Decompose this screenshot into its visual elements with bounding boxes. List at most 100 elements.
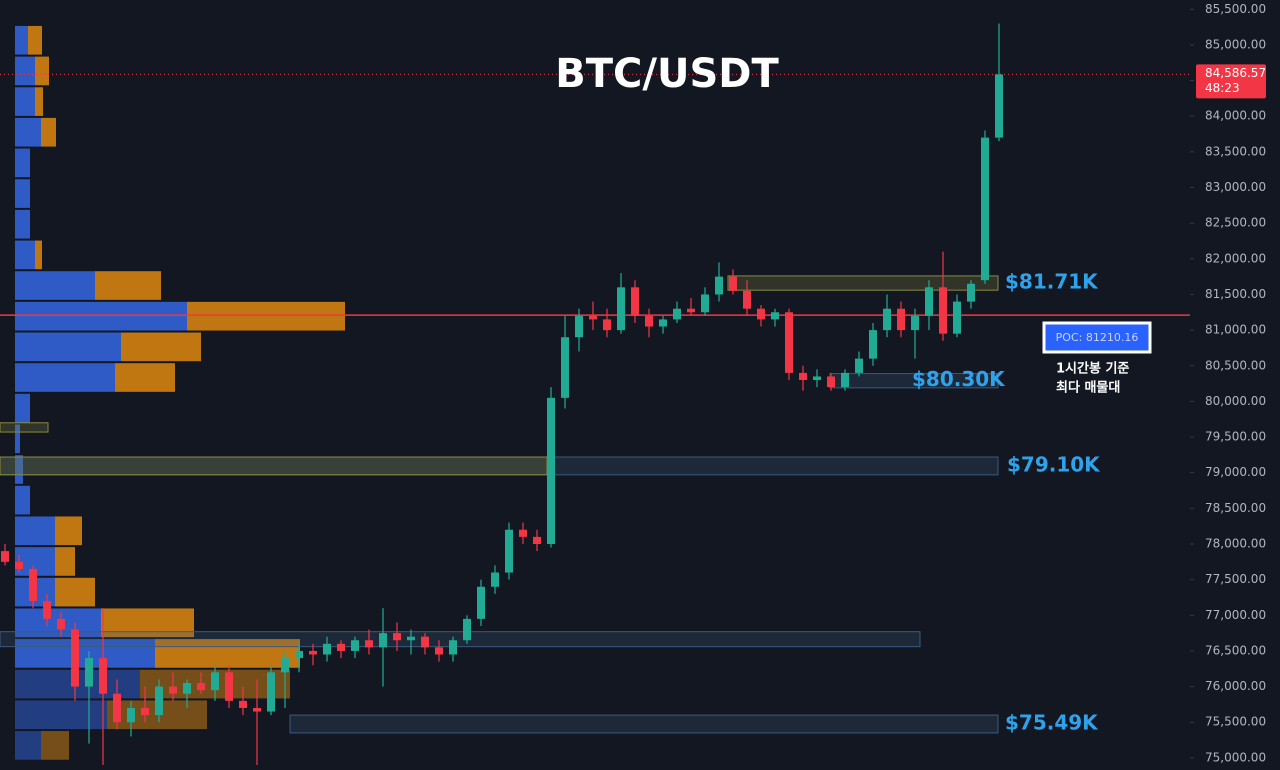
y-tick-label: 79,000.00 [1205,465,1266,479]
volume-profile-up [15,332,121,362]
candle-body [1,551,9,562]
candle-body [981,137,989,281]
chart-title: BTC/USDT [555,51,779,97]
y-tick-label: 83,500.00 [1205,144,1266,158]
candle-body [561,337,569,398]
candle-body [953,301,961,334]
candle-body [365,640,373,648]
candle-body [309,650,317,655]
zone-label: $81.71K [1005,270,1099,294]
candle-body [645,315,653,327]
candle-body [43,601,51,619]
candle-body [211,672,219,691]
y-tick-label: 79,500.00 [1205,430,1266,444]
candle-body [687,308,695,313]
y-tick-label: 76,500.00 [1205,643,1266,657]
volume-profile-up [15,25,28,55]
volume-profile-down [95,271,161,300]
candle-body [29,568,37,602]
candle-body [421,636,429,648]
candle-body [449,640,457,655]
volume-profile-down [121,332,201,362]
poc-label: POC: 81210.16 [1056,331,1139,344]
candle-body [715,276,723,295]
volume-profile-down [41,731,69,760]
volume-profile-down [115,363,175,392]
candle-body [267,672,275,712]
volume-profile-down [35,240,42,270]
candle-body [113,693,121,723]
candle-body [463,618,471,641]
price-zone [727,275,999,291]
price-zone [0,456,548,476]
price-zone [0,631,921,648]
volume-profile-up [15,516,55,546]
candle-body [631,287,639,316]
candle-body [603,319,611,331]
candle-body [351,640,359,651]
candle-body [323,643,331,655]
y-tick-label: 78,000.00 [1205,536,1266,550]
candle-body [393,633,401,641]
volume-profile-down [155,639,300,668]
y-tick-label: 80,500.00 [1205,358,1266,372]
candle-body [673,308,681,320]
zone-label: $75.49K [1005,711,1099,735]
poc-box [1042,321,1152,354]
y-tick-label: 84,000.00 [1205,109,1266,123]
candle-body [337,643,345,651]
candle-body [827,376,835,388]
candle-body [183,683,191,694]
candle-body [743,290,751,309]
volume-profile-up [15,148,30,178]
volume-profile-down [187,301,345,331]
volume-profile-down [55,577,95,607]
volume-profile-up [15,393,30,423]
volume-profile-up [15,271,95,300]
volume-profile-up [15,179,30,208]
candle-body [617,287,625,331]
volume-profile-up [15,301,187,331]
candle-body [71,629,79,687]
candle-body [729,276,737,291]
candle-body [701,294,709,313]
candle-body [169,686,177,694]
candle-body [141,707,149,716]
price-tag-countdown: 48:23 [1205,81,1240,95]
volume-profile-up [15,363,115,392]
y-tick-label: 77,500.00 [1205,572,1266,586]
volume-profile-down [55,547,75,576]
candle-body [841,372,849,388]
y-tick-label: 75,000.00 [1205,750,1266,764]
candle-body [225,672,233,701]
candle-body [127,707,135,723]
volume-profile-down [28,25,42,55]
candle-body [519,529,527,537]
candle-body [197,683,205,691]
zone-label: $80.30K [912,367,1006,391]
candle-body [379,633,387,648]
candle-body [253,707,261,712]
candle-body [939,287,947,334]
candle-body [435,647,443,655]
candle-body [869,330,877,359]
y-tick-label: 80,000.00 [1205,394,1266,408]
volume-profile-down [35,56,49,86]
candle-body [575,315,583,338]
y-tick-label: 82,500.00 [1205,216,1266,230]
candle-body [897,308,905,331]
volume-profile-up [15,117,41,147]
price-zone [289,714,999,734]
candle-body [785,312,793,373]
y-tick-label: 76,000.00 [1205,679,1266,693]
price-tag-value: 84,586.57 [1205,66,1266,80]
candle-body [547,397,555,544]
candle-body [813,376,821,381]
candle-body [99,658,107,694]
zone-label: $79.10K [1007,452,1101,476]
candle-body [407,636,415,641]
volume-profile-up [15,87,35,116]
candle-body [757,308,765,320]
y-tick-label: 85,500.00 [1205,2,1266,16]
candle-body [85,658,93,687]
